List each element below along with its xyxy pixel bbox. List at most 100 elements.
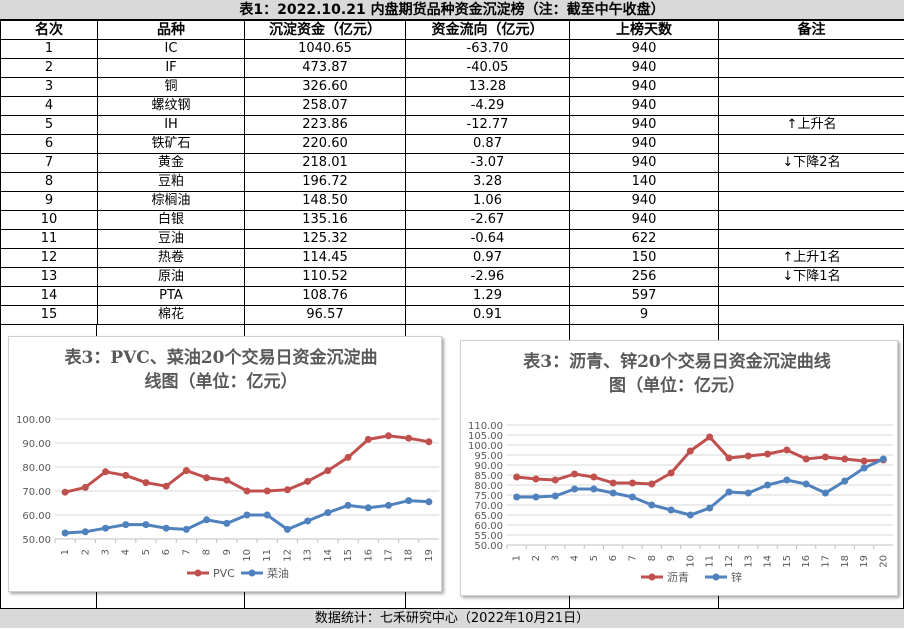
data-point[interactable]: [513, 474, 520, 481]
data-point[interactable]: [324, 509, 331, 516]
data-point[interactable]: [783, 477, 790, 484]
data-point[interactable]: [590, 474, 597, 481]
data-point[interactable]: [648, 481, 655, 488]
x-tick-label: 5: [589, 555, 600, 561]
data-point[interactable]: [629, 494, 636, 501]
data-point[interactable]: [552, 493, 559, 500]
data-point[interactable]: [610, 480, 617, 487]
data-point[interactable]: [532, 476, 539, 483]
cell-days: 597: [570, 287, 719, 306]
data-point[interactable]: [142, 479, 149, 486]
cell-variety: 铁矿石: [98, 135, 245, 154]
data-point[interactable]: [183, 467, 190, 474]
data-point[interactable]: [264, 512, 271, 519]
data-point[interactable]: [706, 505, 713, 512]
data-point[interactable]: [687, 512, 694, 519]
data-point[interactable]: [405, 435, 412, 442]
cell-flow: 3.28: [406, 173, 570, 192]
data-point[interactable]: [284, 486, 291, 493]
data-point[interactable]: [513, 494, 520, 501]
data-point[interactable]: [571, 486, 578, 493]
data-point[interactable]: [264, 488, 271, 495]
data-point[interactable]: [203, 516, 210, 523]
data-point[interactable]: [405, 497, 412, 504]
data-point[interactable]: [668, 470, 675, 477]
data-point[interactable]: [223, 477, 230, 484]
data-point[interactable]: [841, 478, 848, 485]
data-point[interactable]: [304, 478, 311, 485]
data-point[interactable]: [822, 490, 829, 497]
cell-rank: 9: [1, 192, 98, 211]
y-tick-label: 55.00: [474, 531, 503, 542]
data-point[interactable]: [62, 489, 69, 496]
data-point[interactable]: [648, 502, 655, 509]
data-point[interactable]: [610, 490, 617, 497]
data-point[interactable]: [783, 447, 790, 454]
data-point[interactable]: [324, 467, 331, 474]
legend-label: 菜油: [267, 566, 289, 580]
data-point[interactable]: [822, 454, 829, 461]
data-point[interactable]: [764, 482, 771, 489]
cell-rank: 2: [1, 59, 98, 78]
data-point[interactable]: [552, 477, 559, 484]
data-point[interactable]: [764, 451, 771, 458]
data-point[interactable]: [102, 525, 109, 532]
data-point[interactable]: [532, 494, 539, 501]
data-point[interactable]: [861, 465, 868, 472]
data-point[interactable]: [803, 481, 810, 488]
cell-flow: -2.96: [406, 268, 570, 287]
x-tick-label: 12: [282, 549, 293, 562]
data-point[interactable]: [745, 490, 752, 497]
data-point[interactable]: [861, 458, 868, 465]
data-point[interactable]: [284, 526, 291, 533]
data-point[interactable]: [725, 455, 732, 462]
data-point[interactable]: [725, 489, 732, 496]
data-point[interactable]: [590, 486, 597, 493]
cell-rank: 11: [1, 230, 98, 249]
data-point[interactable]: [385, 432, 392, 439]
data-point[interactable]: [82, 484, 89, 491]
data-point[interactable]: [425, 498, 432, 505]
data-point[interactable]: [122, 472, 129, 479]
data-point[interactable]: [62, 530, 69, 537]
data-point[interactable]: [345, 502, 352, 509]
data-point[interactable]: [304, 518, 311, 525]
data-point[interactable]: [841, 456, 848, 463]
data-point[interactable]: [629, 480, 636, 487]
data-point[interactable]: [745, 453, 752, 460]
data-point[interactable]: [345, 454, 352, 461]
cell-note: ↓下降1名: [719, 268, 904, 287]
data-point[interactable]: [571, 471, 578, 478]
data-point[interactable]: [687, 448, 694, 455]
data-point[interactable]: [244, 512, 251, 519]
data-point[interactable]: [183, 526, 190, 533]
data-point[interactable]: [365, 504, 372, 511]
data-point[interactable]: [880, 456, 887, 463]
cell-flow: -0.64: [406, 230, 570, 249]
y-tick-label: 70.00: [22, 487, 51, 498]
data-point[interactable]: [82, 528, 89, 535]
cell-variety: 棉花: [98, 306, 245, 325]
data-point[interactable]: [223, 520, 230, 527]
data-point[interactable]: [706, 434, 713, 441]
data-point[interactable]: [122, 521, 129, 528]
data-point[interactable]: [385, 502, 392, 509]
data-point[interactable]: [142, 521, 149, 528]
cell-days: 940: [570, 211, 719, 230]
data-point[interactable]: [163, 483, 170, 490]
data-point[interactable]: [803, 456, 810, 463]
data-point[interactable]: [163, 525, 170, 532]
data-point[interactable]: [244, 488, 251, 495]
data-point[interactable]: [203, 474, 210, 481]
data-point[interactable]: [102, 468, 109, 475]
data-point[interactable]: [425, 438, 432, 445]
data-point[interactable]: [668, 507, 675, 514]
data-point[interactable]: [365, 436, 372, 443]
